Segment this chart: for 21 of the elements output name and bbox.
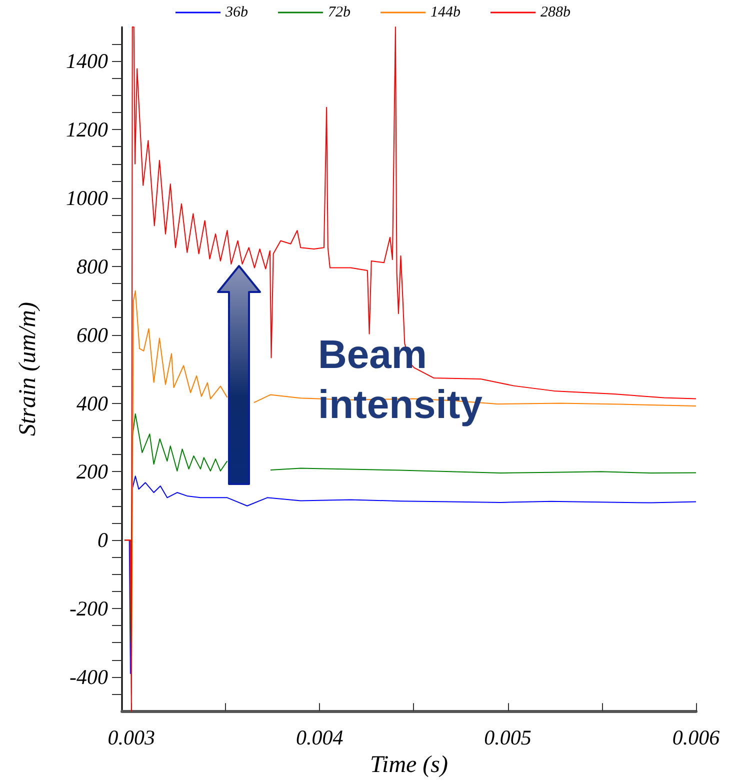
x-axis-title: Time (s) (370, 752, 448, 778)
y-tick-label: 0 (98, 528, 108, 552)
line-series (124, 26, 696, 712)
y-tick-label: 600 (76, 322, 108, 347)
y-axis-title: Strain (um/m) (15, 302, 41, 436)
y-tick-label: -400 (70, 664, 108, 689)
x-tick-label: 0.004 (296, 726, 344, 750)
y-tick-label: 200 (76, 460, 108, 484)
y-tick-label: 400 (76, 391, 108, 416)
y-tick-label: 1400 (66, 49, 108, 74)
legend-label: 144b (430, 4, 461, 20)
legend-label: 36b (224, 4, 248, 20)
x-tick-label: 0.003 (108, 726, 156, 750)
x-tick-label: 0.005 (484, 726, 532, 750)
y-tick-label: 1000 (66, 186, 108, 210)
x-tick-label: 0.006 (672, 726, 720, 750)
legend-label: 72b (328, 4, 351, 20)
y-tick-label: 800 (76, 254, 108, 278)
y-tick-label: 1200 (66, 118, 108, 142)
y-tick-label: -200 (70, 596, 108, 620)
legend-label: 288b (540, 4, 571, 20)
